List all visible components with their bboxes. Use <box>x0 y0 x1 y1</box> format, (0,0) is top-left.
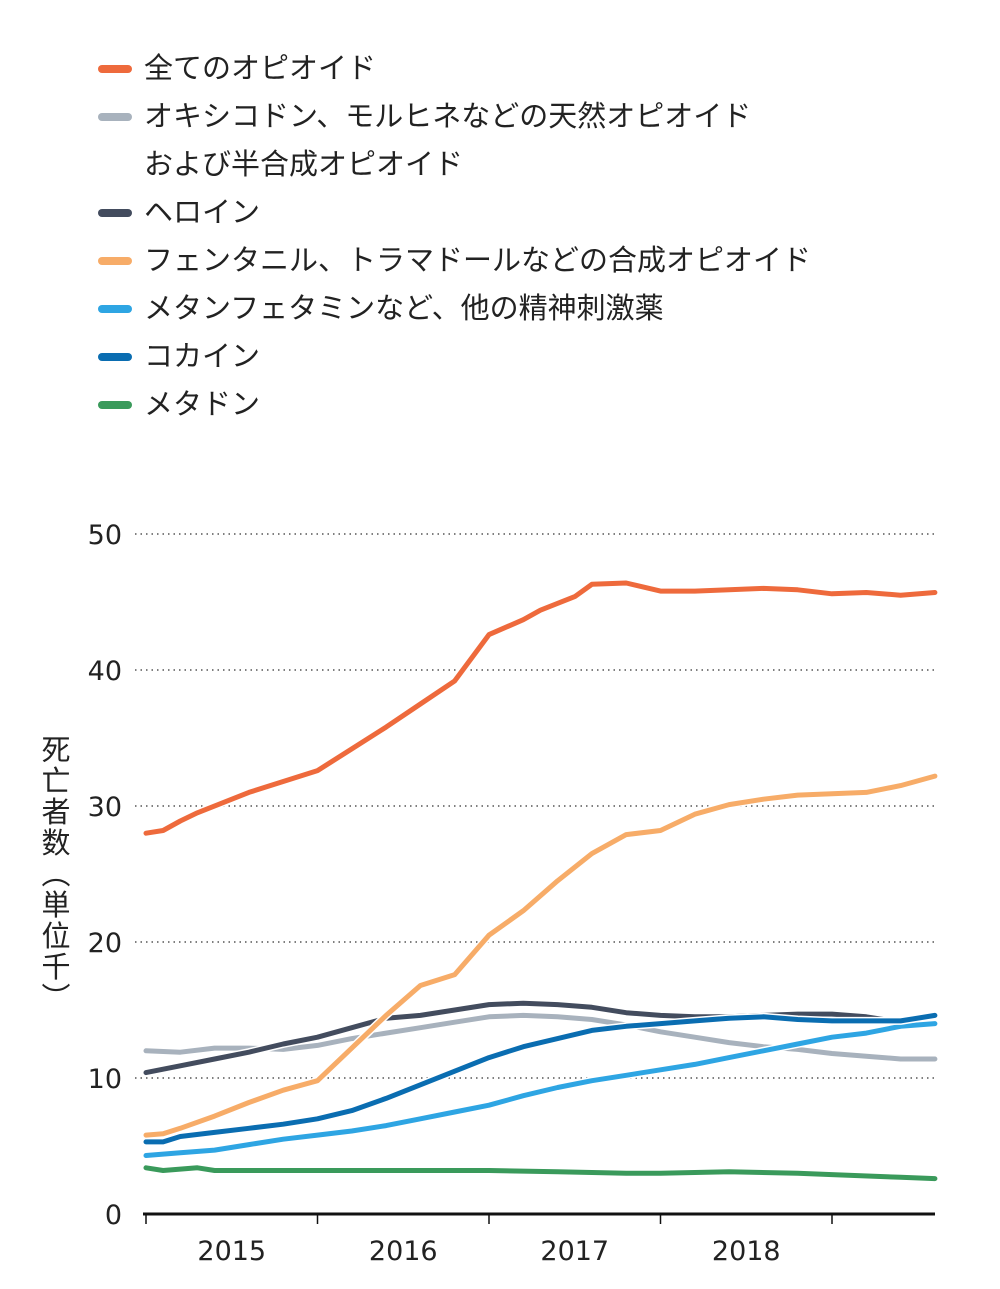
legend-label: オキシコドン、モルヒネなどの天然オピオイド および半合成オピオイド <box>144 99 752 181</box>
y-tick-label: 0 <box>105 1200 122 1231</box>
legend-item: ヘロイン <box>98 188 811 236</box>
y-axis-label-char: ︵ <box>41 857 71 891</box>
legend-label: ヘロイン <box>144 195 261 229</box>
legend-label: 全てのオピオイド <box>144 51 377 85</box>
y-axis-label-char: 亡 <box>41 764 71 798</box>
legend-item: メタンフェタミンなど、他の精神刺激薬 <box>98 284 811 332</box>
legend-item: メタドン <box>98 380 811 428</box>
y-tick-label: 30 <box>88 792 122 823</box>
x-tick-label: 2018 <box>712 1236 781 1267</box>
y-tick-label: 10 <box>88 1064 122 1095</box>
legend-swatch <box>98 401 132 409</box>
legend-item: オキシコドン、モルヒネなどの天然オピオイド および半合成オピオイド <box>98 92 811 188</box>
y-tick-label: 40 <box>88 656 122 687</box>
y-axis-label: 死亡者数 ︵ 単位 千 ︶ <box>38 735 74 1014</box>
legend-label: メタンフェタミンなど、他の精神刺激薬 <box>144 291 664 325</box>
legend-item: コカイン <box>98 332 811 380</box>
series-line-halo <box>142 1011 939 1146</box>
y-axis-label-char: ︶ <box>41 981 71 1015</box>
legend-item: 全てのオピオイド <box>98 44 811 92</box>
legend-swatch <box>98 65 132 73</box>
y-axis-label-char: 数 <box>41 826 71 860</box>
y-tick-label: 50 <box>88 520 122 551</box>
legend-label: メタドン <box>144 387 261 421</box>
y-tick-label: 20 <box>88 928 122 959</box>
legend-swatch <box>98 113 132 121</box>
series-line <box>143 1012 938 1145</box>
y-axis-label-char: 千 <box>41 950 71 984</box>
series-line <box>143 1021 938 1158</box>
legend-label: コカイン <box>144 339 261 373</box>
x-tick-label: 2016 <box>369 1236 438 1267</box>
series-line-halo <box>142 772 939 1140</box>
x-tick-label: 2017 <box>540 1236 609 1267</box>
x-tick-label: 2015 <box>197 1236 266 1267</box>
y-axis-label-char: 者 <box>41 795 71 829</box>
y-axis-label-char: 単 <box>41 888 71 922</box>
legend-label: フェンタニル、トラマドールなどの合成オピオイド <box>144 243 812 277</box>
y-axis-label-char: 位 <box>41 919 71 953</box>
y-axis-label-char: 死 <box>41 733 71 767</box>
legend-swatch <box>98 305 132 313</box>
legend-item: フェンタニル、トラマドールなどの合成オピオイド <box>98 236 811 284</box>
legend-swatch <box>98 353 132 361</box>
legend-swatch <box>98 257 132 265</box>
series-line <box>143 580 938 836</box>
series-line <box>143 773 938 1138</box>
legend-swatch <box>98 209 132 217</box>
legend: 全てのオピオイドオキシコドン、モルヒネなどの天然オピオイド および半合成オピオイ… <box>98 44 811 428</box>
series-line <box>143 1165 938 1182</box>
